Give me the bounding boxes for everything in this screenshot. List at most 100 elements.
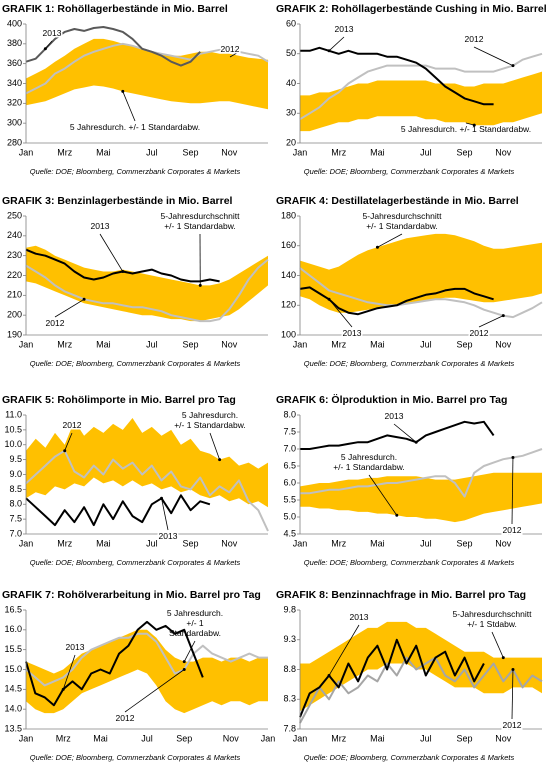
- pointer-head: [121, 270, 125, 274]
- series-label-line: 2013: [335, 24, 354, 34]
- series-line: [25, 632, 268, 687]
- chart-title: GRAFIK 5: Rohölimporte in Mio. Barrel pr…: [2, 394, 236, 406]
- x-tick-label: Sep: [457, 339, 473, 349]
- y-tick-label: 8.8: [283, 664, 296, 674]
- y-tick-label: 8.0: [9, 499, 22, 509]
- pointer-head: [501, 656, 505, 660]
- y-tick-label: 7.5: [283, 426, 296, 436]
- series-label: 2013: [350, 612, 369, 622]
- x-tick-label: Mai: [93, 733, 108, 743]
- series-label-line: 2012: [63, 420, 82, 430]
- pointer-head: [501, 314, 505, 318]
- band-area: [26, 629, 268, 714]
- pointer-line: [161, 498, 169, 531]
- y-tick-label: 9.5: [9, 454, 22, 464]
- x-tick-label: Sep: [183, 147, 199, 157]
- x-tick-label: Mrz: [331, 538, 346, 548]
- pointer-head: [472, 123, 476, 127]
- series-label: 2013: [385, 411, 404, 421]
- x-tick-label: Nov: [223, 733, 240, 743]
- x-tick-label: Nov: [495, 339, 512, 349]
- series-label-line: 2012: [46, 318, 65, 328]
- y-tick-label: 14.5: [4, 684, 22, 694]
- chart-title: GRAFIK 8: Benzinnachfrage in Mio. Barrel…: [276, 589, 526, 601]
- y-tick-label: 30: [286, 108, 296, 118]
- pointer-line: [54, 298, 85, 318]
- pointer-line: [478, 315, 504, 328]
- series-label: 5-Jahresdurchschnitt +/- 1 Standardabw.: [161, 211, 241, 231]
- y-tick-label: 40: [286, 78, 296, 88]
- y-tick-label: 6.5: [283, 460, 296, 470]
- x-tick-label: Jul: [420, 733, 432, 743]
- band-area: [26, 418, 268, 508]
- y-tick-label: 8.0: [283, 409, 296, 419]
- y-tick-label: 4.5: [283, 528, 296, 538]
- x-tick-label: Mai: [370, 538, 385, 548]
- series-label-line: 5-Jahresdurchschnitt: [453, 609, 533, 619]
- series-line: [299, 286, 494, 316]
- series-line: [300, 448, 543, 498]
- y-tick-label: 5.0: [283, 511, 296, 521]
- y-tick-label: 14.0: [4, 704, 22, 714]
- series-label-line: +/- 1 Standardabw.: [164, 221, 236, 231]
- x-tick-label: Mrz: [57, 147, 72, 157]
- pointer-head: [43, 47, 47, 51]
- chart-title: GRAFIK 2: Rohöllagerbestände Cushing in …: [276, 3, 546, 15]
- pointer-line: [122, 91, 136, 122]
- series-label-line: 5 Jahresdurch. +/- 1 Standardabw.: [70, 122, 200, 132]
- series-label-line: 2013: [159, 531, 178, 541]
- series-label-line: Standardabw.: [169, 628, 221, 638]
- series-line: [300, 420, 495, 450]
- source-note: Quelle: DOE; Bloomberg, Commerzbank Corp…: [304, 359, 515, 368]
- pointer-line: [511, 669, 514, 720]
- source-note: Quelle: DOE; Bloomberg, Commerzbank Corp…: [304, 753, 515, 762]
- pointer-line: [368, 474, 398, 516]
- x-tick-label: Mrz: [56, 733, 71, 743]
- y-tick-label: 140: [281, 270, 296, 280]
- series-label: 5-Jahresdurchschnitt +/- 1 Stdabw.: [453, 609, 533, 629]
- source-note: Quelle: DOE; Bloomberg, Commerzbank Corp…: [30, 167, 241, 176]
- series-label-line: 5 Jahresdurch. +/- 1 Standardabw.: [401, 124, 531, 134]
- pointer-line: [183, 640, 196, 662]
- x-tick-label: Jul: [420, 147, 432, 157]
- pointer-line: [45, 40, 53, 50]
- y-tick-label: 180: [281, 210, 296, 220]
- y-tick-label: 9.0: [9, 469, 22, 479]
- chart: GRAFIK 2: Rohöllagerbestände Cushing in …: [276, 3, 546, 176]
- chart-title: GRAFIK 3: Benzinlagerbestände in Mio. Ba…: [2, 195, 233, 207]
- series-label: 2012: [116, 713, 135, 723]
- x-tick-label: Mai: [96, 339, 111, 349]
- source-note: Quelle: DOE; Bloomberg, Commerzbank Corp…: [30, 753, 241, 762]
- chart-title: GRAFIK 7: Rohölverarbeitung in Mio. Barr…: [2, 589, 261, 601]
- series-line: [25, 494, 211, 527]
- series-label-line: 2012: [503, 720, 522, 730]
- chart: GRAFIK 8: Benzinnachfrage in Mio. Barrel…: [276, 589, 543, 762]
- pointer-head: [327, 49, 331, 53]
- x-tick-label: Jul: [141, 733, 153, 743]
- chart: GRAFIK 4: Destillatelagerbestände in Mio…: [276, 195, 543, 368]
- pointer-head: [511, 456, 515, 459]
- series-label: 2012: [221, 44, 240, 54]
- series-label: 2012: [503, 525, 522, 535]
- x-tick-label: Nov: [221, 147, 238, 157]
- series-label-line: +/- 1 Standardabw.: [174, 420, 246, 430]
- series-line: [25, 449, 269, 532]
- y-tick-label: 400: [7, 18, 22, 28]
- series-label-line: 2013: [91, 221, 110, 231]
- y-tick-label: 340: [7, 78, 22, 88]
- y-tick-label: 16.5: [4, 604, 22, 614]
- x-tick-label: Sep: [183, 538, 199, 548]
- band-area: [300, 233, 542, 313]
- series-label: 2013: [335, 24, 354, 34]
- pointer-line: [99, 233, 124, 272]
- series-line: [25, 620, 204, 707]
- x-tick-label: Jan: [293, 339, 308, 349]
- x-tick-label: Jan: [293, 733, 308, 743]
- pointer-head: [375, 245, 379, 249]
- series-label: 2013: [66, 642, 85, 652]
- pointer-line: [491, 631, 504, 658]
- series-label: 2013: [343, 328, 362, 338]
- pointer-head: [61, 687, 65, 691]
- y-tick-label: 13.5: [4, 723, 22, 733]
- series-label-line: 5-Jahresdurchschnitt: [161, 211, 241, 221]
